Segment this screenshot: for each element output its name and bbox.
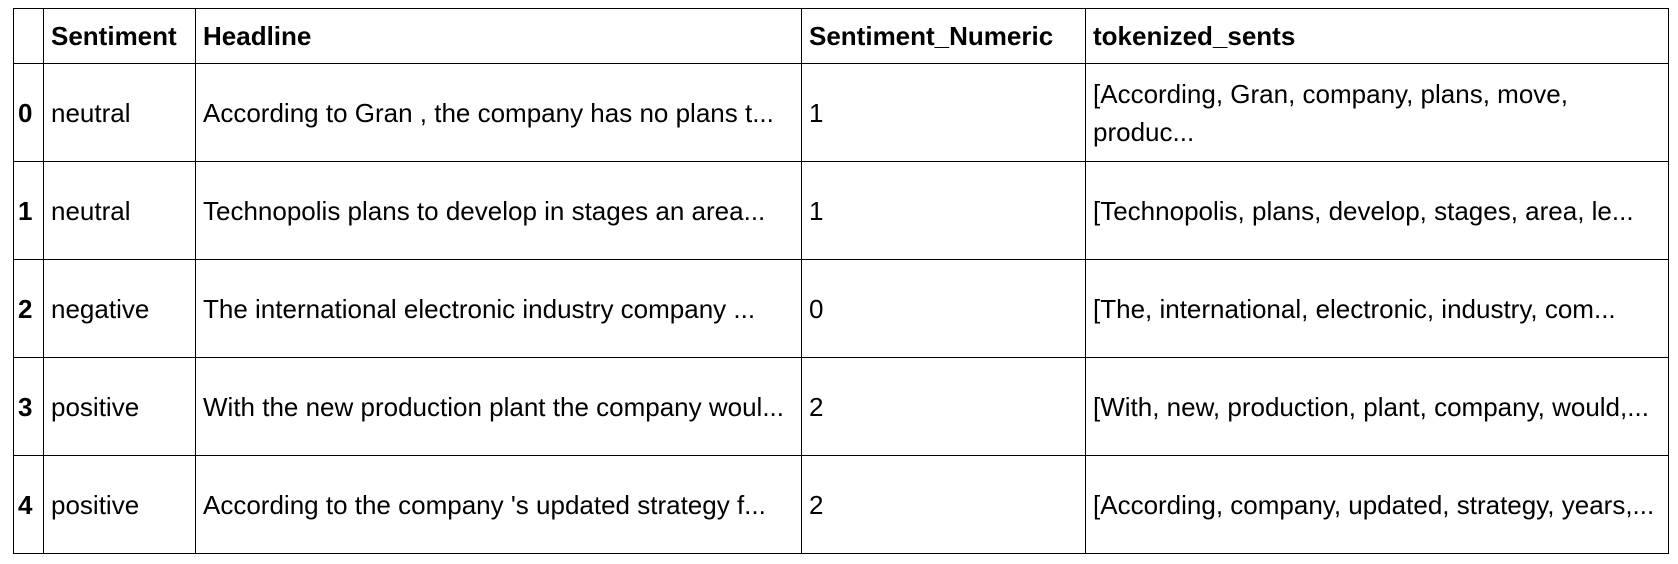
tokenized-sents-cell: [The, international, electronic, industr… [1085,259,1669,358]
table-row: 1 neutral Technopolis plans to develop i… [13,161,1669,260]
table-header: Sentiment Headline Sentiment_Numeric tok… [13,8,1669,64]
sentiment-numeric-cell: 0 [801,259,1086,358]
sentiment-cell: neutral [43,161,196,260]
row-index: 1 [13,161,44,260]
headline-text: Technopolis plans to develop in stages a… [203,195,766,226]
headline-cell: The international electronic industry co… [195,259,802,358]
headline-cell: According to Gran , the company has no p… [195,63,802,162]
sentiment-cell: negative [43,259,196,358]
row-index: 2 [13,259,44,358]
tokenized-sents-cell: [Technopolis, plans, develop, stages, ar… [1085,161,1669,260]
headline-cell: Technopolis plans to develop in stages a… [195,161,802,260]
sentiment-cell: positive [43,455,196,554]
column-header-headline: Headline [195,8,802,64]
row-index: 4 [13,455,44,554]
table-body: 0 neutral According to Gran , the compan… [13,63,1669,554]
headline-text: With the new production plant the compan… [203,391,784,422]
tokenized-sents-text: [With, new, production, plant, company, … [1093,391,1649,422]
headline-cell: According to the company 's updated stra… [195,455,802,554]
headline-text: According to Gran , the company has no p… [203,97,774,128]
tokenized-sents-text: [According, company, updated, strategy, … [1093,489,1655,520]
column-header-sentiment: Sentiment [43,8,196,64]
sentiment-numeric-cell: 1 [801,161,1086,260]
column-header-tokenized-sents: tokenized_sents [1085,8,1669,64]
dataframe-table: Sentiment Headline Sentiment_Numeric tok… [13,8,1669,554]
tokenized-sents-cell: [According, company, updated, strategy, … [1085,455,1669,554]
sentiment-cell: positive [43,357,196,456]
table-row: 4 positive According to the company 's u… [13,455,1669,554]
table-row: 0 neutral According to Gran , the compan… [13,63,1669,162]
sentiment-numeric-cell: 2 [801,357,1086,456]
column-header-sentiment-numeric: Sentiment_Numeric [801,8,1086,64]
row-index: 3 [13,357,44,456]
dataframe-output: Sentiment Headline Sentiment_Numeric tok… [13,8,1669,554]
tokenized-sents-cell: [With, new, production, plant, company, … [1085,357,1669,456]
sentiment-numeric-cell: 1 [801,63,1086,162]
headline-text: According to the company 's updated stra… [203,489,766,520]
index-header [13,8,44,64]
tokenized-sents-text: [The, international, electronic, industr… [1093,293,1616,324]
sentiment-cell: neutral [43,63,196,162]
tokenized-sents-text: [According, Gran, company, plans, move, … [1093,78,1568,147]
headline-text: The international electronic industry co… [203,293,756,324]
tokenized-sents-text: [Technopolis, plans, develop, stages, ar… [1093,195,1634,226]
header-row: Sentiment Headline Sentiment_Numeric tok… [13,8,1669,64]
table-row: 3 positive With the new production plant… [13,357,1669,456]
table-row: 2 negative The international electronic … [13,259,1669,358]
row-index: 0 [13,63,44,162]
tokenized-sents-cell: [According, Gran, company, plans, move, … [1085,63,1669,162]
headline-cell: With the new production plant the compan… [195,357,802,456]
sentiment-numeric-cell: 2 [801,455,1086,554]
